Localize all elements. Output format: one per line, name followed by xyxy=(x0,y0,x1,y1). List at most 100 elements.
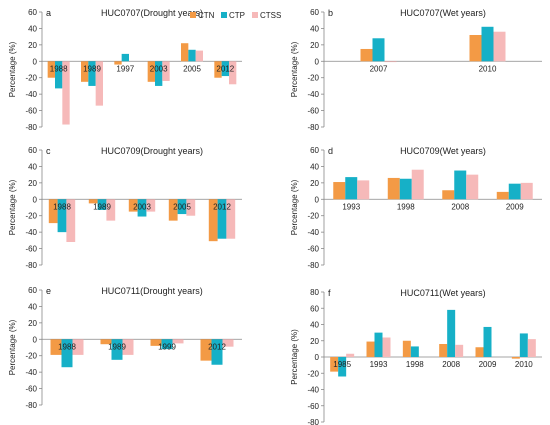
y-tick-label: 20 xyxy=(310,41,319,50)
bar-ctss-1988 xyxy=(62,61,70,125)
bar-ctn-1989 xyxy=(100,339,112,345)
bar-ctss-2008 xyxy=(466,174,479,200)
y-tick-label: -60 xyxy=(25,245,37,254)
bar-ctss-1989 xyxy=(95,61,103,106)
bar-ctss-2007 xyxy=(384,61,397,63)
category-label: 2008 xyxy=(442,360,460,369)
bar-ctss-2008 xyxy=(455,344,464,357)
bar-ctp-2003 xyxy=(155,61,163,86)
category-label: 1989 xyxy=(108,342,126,351)
panel-label-c: c xyxy=(46,146,51,156)
category-label: 2008 xyxy=(451,202,469,211)
category-label: 2005 xyxy=(183,64,201,73)
bar-ctp-2009 xyxy=(508,183,521,200)
bar-ctn-1993 xyxy=(366,341,375,357)
bar-ctn-1998 xyxy=(387,177,400,200)
y-axis-title: Percentage (%) xyxy=(8,179,17,235)
bar-ctp-2005 xyxy=(188,49,196,62)
category-label: 1998 xyxy=(397,202,415,211)
y-tick-label: -60 xyxy=(25,107,37,116)
category-label: 2012 xyxy=(208,342,226,351)
category-label: 1989 xyxy=(83,64,101,73)
y-tick-label: -60 xyxy=(307,107,319,116)
bar-ctp-1998 xyxy=(399,178,412,200)
y-tick-label: 60 xyxy=(310,146,319,155)
bar-ctss-1985 xyxy=(346,353,355,357)
bar-ctp-2012 xyxy=(211,339,223,365)
bar-ctss-2005 xyxy=(195,50,203,62)
legend-label-ctss: CTSS xyxy=(260,11,281,20)
bar-ctn-1989 xyxy=(81,61,89,82)
y-tick-label: -20 xyxy=(307,212,319,221)
y-tick-label: -40 xyxy=(307,228,319,237)
bar-ctn-2012 xyxy=(214,61,222,78)
bar-ctn-2010 xyxy=(469,35,482,62)
category-label: 1993 xyxy=(370,360,388,369)
y-axis-title: Percentage (%) xyxy=(8,319,17,375)
y-tick-label: -20 xyxy=(307,369,319,378)
legend-label-ctn: CTN xyxy=(198,11,215,20)
category-label: 2007 xyxy=(370,64,388,73)
bar-ctn-1997 xyxy=(114,61,122,65)
panel-label-b: b xyxy=(328,8,333,18)
panel-title: HUC0709(Drought years) xyxy=(101,146,203,156)
category-label: 1998 xyxy=(406,360,424,369)
y-tick-label: -60 xyxy=(307,245,319,254)
bar-ctp-1998 xyxy=(410,346,419,357)
legend-swatch-ctp xyxy=(221,12,227,18)
bar-ctss-1988 xyxy=(66,199,76,242)
panel-title: HUC0707(Drought years) xyxy=(101,8,203,18)
bar-ctn-1998 xyxy=(402,340,411,357)
bar-ctn-2008 xyxy=(442,190,455,200)
y-tick-label: 40 xyxy=(310,321,319,330)
y-tick-label: -40 xyxy=(307,90,319,99)
y-tick-label: -80 xyxy=(25,261,37,270)
panel-label-d: d xyxy=(328,146,333,156)
y-axis-title: Percentage (%) xyxy=(290,41,299,97)
y-tick-label: 0 xyxy=(315,195,320,204)
bar-ctss-1989 xyxy=(106,199,116,221)
bar-ctp-2010 xyxy=(519,333,528,357)
bar-ctss-1993 xyxy=(357,180,370,200)
y-tick-label: -20 xyxy=(307,74,319,83)
category-label: 1989 xyxy=(93,202,111,211)
y-axis-title: Percentage (%) xyxy=(290,329,299,385)
y-tick-label: -40 xyxy=(307,386,319,395)
category-label: 2012 xyxy=(216,64,234,73)
bar-ctss-2012 xyxy=(222,339,234,347)
bar-ctss-2012 xyxy=(226,199,236,239)
bar-ctss-2003 xyxy=(162,61,170,81)
panel-title: HUC0711(Drought years) xyxy=(101,286,202,296)
panel-label-f: f xyxy=(328,288,331,298)
legend-swatch-ctn xyxy=(190,12,196,18)
category-label: 1985 xyxy=(333,360,351,369)
y-tick-label: -60 xyxy=(307,402,319,411)
y-tick-label: -80 xyxy=(307,123,319,132)
bar-ctp-1988 xyxy=(55,61,63,89)
y-tick-label: -40 xyxy=(25,368,37,377)
category-label: 2003 xyxy=(133,202,151,211)
category-label: 1988 xyxy=(58,342,76,351)
y-tick-label: 0 xyxy=(315,57,320,66)
bar-ctp-1989 xyxy=(88,61,96,86)
category-label: 2003 xyxy=(150,64,168,73)
y-tick-label: 20 xyxy=(310,337,319,346)
panel-title: HUC0709(Wet years) xyxy=(400,146,486,156)
y-tick-label: 60 xyxy=(310,8,319,17)
bar-ctp-1989 xyxy=(111,339,123,360)
legend-label-ctp: CTP xyxy=(229,11,245,20)
y-axis-title: Percentage (%) xyxy=(290,179,299,235)
y-tick-label: 0 xyxy=(33,335,38,344)
bar-ctss-2010 xyxy=(493,31,506,62)
y-tick-label: -80 xyxy=(307,418,319,425)
y-axis-title: Percentage (%) xyxy=(8,41,17,97)
y-tick-label: 40 xyxy=(28,302,37,311)
bar-ctss-1993 xyxy=(382,337,391,357)
bar-ctss-2005 xyxy=(186,199,196,216)
y-tick-label: -20 xyxy=(25,212,37,221)
bar-ctp-2008 xyxy=(454,170,467,200)
bar-ctn-2003 xyxy=(147,61,155,82)
bar-ctp-1997 xyxy=(121,53,129,62)
bar-ctp-2012 xyxy=(221,61,229,77)
